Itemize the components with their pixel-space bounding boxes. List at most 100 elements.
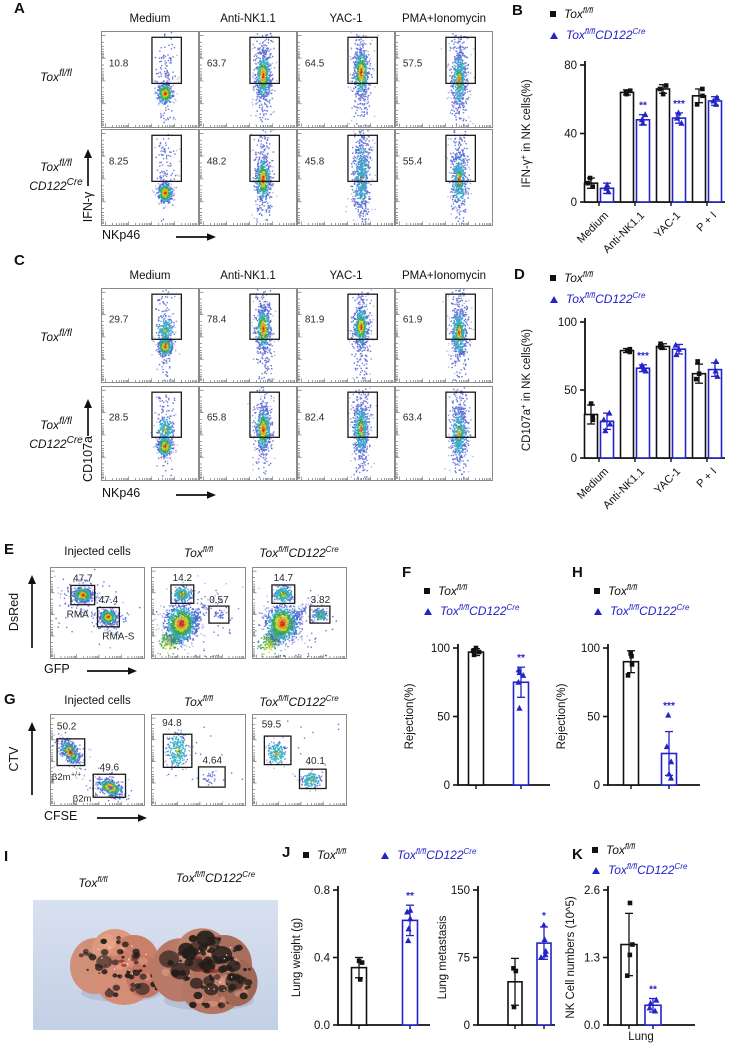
blue-triangle-marker — [594, 607, 602, 615]
panel-k-label: K — [572, 846, 583, 863]
col-title-antink11: Anti-NK1.1 — [220, 13, 276, 25]
data-point-square — [629, 653, 634, 659]
data-point-triangle — [642, 111, 649, 118]
data-point-triangle — [675, 345, 682, 352]
flow-plot-a02 — [297, 31, 395, 128]
flow-plot-c00 — [101, 288, 199, 383]
data-point-square — [660, 91, 666, 97]
data-point-square — [696, 371, 702, 376]
col-title-yac1: YAC-1 — [329, 270, 363, 282]
data-point-triangle — [407, 906, 414, 913]
significance-stars: *** — [663, 701, 675, 712]
data-point-triangle — [405, 937, 412, 944]
y-tick-label: 0.4 — [314, 953, 331, 965]
legend-label-toxflfl: Toxfl/fl — [608, 583, 638, 599]
data-point-triangle — [653, 996, 660, 1003]
y-tick-label: 0 — [594, 780, 600, 792]
flow-plot-e0 — [50, 567, 145, 659]
data-point-square — [693, 376, 699, 382]
data-point-triangle — [672, 341, 679, 348]
y-tick-label: 0 — [464, 1020, 470, 1032]
data-point-square — [513, 968, 519, 974]
y-tick-label: 50 — [587, 712, 600, 724]
data-point-triangle — [651, 1007, 659, 1014]
black-square-marker — [550, 11, 556, 17]
legend-item-toxflfl-cd122cre: Toxfl/flCD122Cre — [550, 291, 645, 307]
data-point-triangle — [602, 427, 609, 434]
black-square-marker — [550, 275, 556, 281]
y-axis-label-ctv: CTV — [7, 746, 21, 772]
row-label-toxflfl-cd122cre: Toxfl/fl CD122Cre — [29, 158, 83, 193]
up-arrow-icon — [84, 149, 92, 186]
col-title-yac1: YAC-1 — [329, 13, 363, 25]
y-tick-label: 150 — [451, 885, 470, 897]
panel-e-label: E — [4, 541, 15, 558]
y-tick-label: 2.6 — [584, 885, 600, 897]
legend-label-toxflfl: Toxfl/fl — [606, 842, 636, 858]
chart-ylabel: Lung metastasis — [437, 915, 449, 999]
chart-lung-metastasis: Lung metastasis 0 75 150 * — [435, 876, 563, 1049]
y-tick-label: 75 — [457, 953, 470, 965]
chart-rejection-rmas: Rejection(%) 0 50 100 ** — [400, 640, 560, 813]
data-point-square — [694, 102, 700, 107]
lung-photo — [33, 900, 278, 1030]
x-category-label: YAC-1 — [652, 210, 683, 241]
data-point-triangle — [673, 351, 680, 358]
legend-item-toxflfl-cd122cre: Toxfl/flCD122Cre — [594, 603, 689, 619]
row-label-toxflfl-cd122cre: Toxfl/fl CD122Cre — [29, 416, 83, 451]
data-point-triangle — [638, 116, 646, 123]
chart-nk-cell-numbers: NK Cell numbers (10^5) 0.0 1.3 2.6 ** Lung — [565, 876, 734, 1049]
plot-title-injected-cells: Injected cells — [64, 546, 131, 558]
flow-plot-c11 — [199, 386, 297, 481]
plot-title-toxflfl-cd122cre: Toxfl/flCD122Cre — [259, 545, 339, 561]
data-point-square — [629, 662, 635, 667]
plot-title-toxflfl: Toxfl/fl — [183, 545, 214, 561]
data-point-square — [356, 958, 362, 964]
flow-plot-canvas — [395, 129, 493, 226]
y-tick-label: 0 — [571, 453, 577, 465]
flow-plot-a12 — [297, 129, 395, 226]
data-point-square — [700, 86, 705, 92]
data-point-triangle — [647, 999, 654, 1006]
col-title-medium: Medium — [129, 13, 171, 25]
x-axis-label: Lung — [628, 1031, 654, 1043]
data-point-square — [628, 651, 633, 656]
data-point-triangle — [710, 97, 717, 104]
chart-ylabel: Rejection(%) — [404, 683, 416, 749]
legend-label-toxflfl-cd122cre: Toxfl/flCD122Cre — [566, 291, 646, 307]
data-point-square — [511, 1004, 517, 1010]
data-point-square — [357, 977, 363, 982]
bar-chart-J2: Lung metastasis 0 75 150 * — [437, 885, 555, 1032]
panel-g-label: G — [4, 691, 16, 708]
data-point-triangle — [542, 947, 549, 954]
data-point-square — [657, 86, 663, 92]
blue-triangle-marker — [592, 866, 600, 874]
data-point-triangle — [515, 678, 522, 685]
data-point-square — [587, 175, 593, 181]
flow-plot-a13 — [395, 129, 493, 226]
legend-item-toxflfl: Toxfl/fl — [550, 270, 593, 286]
blue-triangle-marker — [550, 31, 558, 39]
y-axis-label-ifng: IFN-γ — [81, 191, 95, 223]
data-point-square — [470, 648, 476, 654]
data-point-square — [658, 341, 663, 347]
y-tick-label: 100 — [431, 643, 450, 655]
panel-h-label: H — [572, 564, 583, 581]
legend-label-toxflfl-cd122cre: Toxfl/flCD122Cre — [566, 27, 646, 43]
data-point-triangle — [668, 758, 675, 765]
black-square-marker — [592, 847, 598, 853]
right-arrow-icon — [176, 491, 216, 499]
data-point-triangle — [714, 373, 721, 379]
data-point-triangle — [540, 921, 547, 928]
up-arrow-icon — [28, 722, 36, 795]
legend-label-toxflfl: Toxfl/fl — [564, 6, 594, 22]
significance-stars: ** — [406, 891, 414, 902]
legend-item-toxflfl: Toxfl/fl — [592, 842, 635, 858]
data-point-square — [588, 401, 594, 406]
x-axis-label-gfp: GFP — [44, 662, 70, 676]
flow-plot-g0 — [50, 714, 145, 806]
flow-plot-canvas — [297, 31, 395, 128]
data-point-square — [590, 417, 596, 423]
data-point-triangle — [404, 908, 411, 915]
